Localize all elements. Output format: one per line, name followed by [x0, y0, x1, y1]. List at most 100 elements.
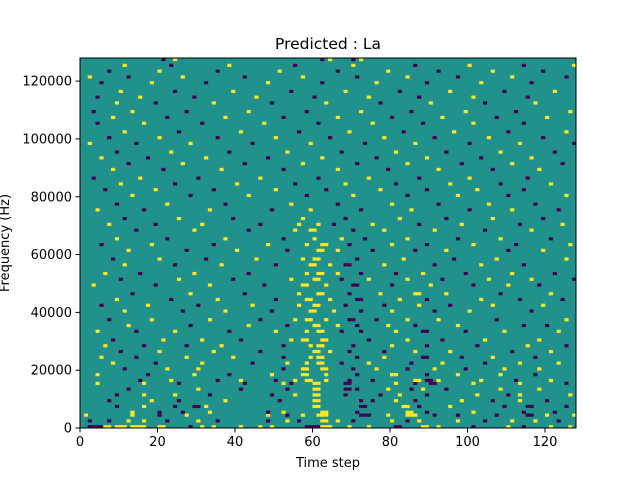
heatmap-cell [308, 141, 313, 146]
heatmap-cell [390, 309, 395, 313]
x-tick-label: 40 [227, 435, 244, 450]
chart-title: Predicted : La [275, 35, 381, 53]
heatmap-cell [126, 75, 131, 79]
heatmap-cell [207, 283, 213, 287]
heatmap-cell [424, 373, 430, 377]
heatmap-cell [370, 399, 375, 403]
heatmap-cell [393, 381, 399, 385]
heatmap-cell [215, 419, 220, 423]
heatmap-cell [258, 176, 263, 180]
heatmap-cell [165, 419, 170, 423]
heatmap-cell [103, 344, 108, 348]
heatmap-cell [455, 237, 461, 241]
heatmap-cell [405, 318, 410, 322]
heatmap-cell [138, 378, 143, 383]
heatmap-cell [300, 283, 309, 287]
heatmap-cell [436, 425, 441, 429]
heatmap-cell [297, 222, 302, 226]
heatmap-cell [541, 136, 546, 140]
heatmap-cell [281, 355, 286, 359]
heatmap-cell [444, 216, 449, 221]
heatmap-cell [448, 303, 453, 307]
heatmap-cell [347, 349, 352, 354]
heatmap-cell [502, 367, 507, 371]
heatmap-cell [359, 110, 364, 114]
heatmap-cell [428, 283, 433, 287]
heatmap-cell [401, 404, 410, 409]
heatmap-cell [421, 329, 430, 333]
heatmap-cell [537, 338, 542, 342]
heatmap-cell [347, 318, 356, 322]
heatmap-cell [138, 95, 143, 99]
heatmap-cell [525, 176, 530, 180]
heatmap-cell [413, 63, 418, 67]
heatmap-cell [204, 404, 209, 409]
heatmap-cell [297, 419, 302, 423]
heatmap-cell [537, 283, 542, 287]
heatmap-cell [533, 202, 538, 206]
heatmap-cell [173, 329, 178, 333]
heatmap-cell [452, 257, 457, 261]
heatmap-cell [215, 69, 220, 73]
heatmap-cell [545, 413, 550, 417]
heatmap-cell [281, 381, 286, 385]
heatmap-cell [242, 162, 247, 166]
heatmap-cell [142, 208, 147, 212]
heatmap-cell [118, 277, 123, 281]
heatmap-cell [149, 81, 154, 85]
heatmap-cell [118, 349, 123, 354]
heatmap-cell [111, 257, 116, 261]
heatmap-cell [219, 263, 224, 267]
heatmap-cell [312, 349, 321, 354]
heatmap-cell [448, 404, 453, 409]
heatmap-cell [266, 410, 271, 414]
heatmap-cell [386, 387, 391, 391]
heatmap-cell [386, 167, 391, 172]
heatmap-cell [347, 243, 352, 247]
heatmap-cell [440, 361, 445, 365]
heatmap-cell [235, 248, 240, 252]
heatmap-cell [351, 367, 356, 371]
heatmap-cell [393, 399, 399, 403]
heatmap-cell [405, 75, 410, 79]
heatmap-cell [328, 136, 333, 140]
heatmap-cell [479, 297, 484, 302]
heatmap-cell [258, 222, 263, 226]
heatmap-cell [91, 110, 96, 114]
heatmap-cell [424, 81, 430, 85]
heatmap-cell [366, 361, 371, 365]
heatmap-cell [455, 373, 461, 377]
heatmap-cell [157, 257, 162, 261]
heatmap-cell [304, 110, 309, 114]
heatmap-cell [347, 378, 352, 383]
heatmap-cell [455, 413, 461, 417]
heatmap-cell [180, 309, 185, 313]
heatmap-cell [339, 329, 344, 333]
heatmap-cell [324, 188, 329, 192]
heatmap-cell [386, 69, 391, 73]
heatmap-cell [548, 349, 554, 354]
heatmap-cell [424, 188, 430, 192]
heatmap-cell [114, 425, 127, 429]
heatmap-cell [114, 237, 120, 241]
heatmap-cell [227, 63, 232, 67]
heatmap-cell [556, 361, 561, 365]
heatmap-cell [211, 188, 216, 192]
heatmap-cell [227, 329, 232, 333]
heatmap-cell [304, 425, 321, 429]
heatmap-cell [103, 188, 108, 192]
heatmap-cell [490, 399, 495, 403]
heatmap-cell [266, 413, 271, 417]
heatmap-cell [176, 381, 182, 385]
heatmap-cell [467, 208, 472, 212]
heatmap-cell [130, 410, 135, 414]
heatmap-cell [138, 271, 143, 276]
heatmap-cell [390, 202, 395, 206]
heatmap-cell [130, 110, 135, 114]
heatmap-cell [479, 156, 484, 160]
heatmap-cell [405, 419, 410, 423]
heatmap-cell [498, 182, 503, 186]
heatmap-cell [343, 263, 352, 267]
heatmap-cell [421, 387, 426, 391]
heatmap-cell [347, 130, 352, 134]
